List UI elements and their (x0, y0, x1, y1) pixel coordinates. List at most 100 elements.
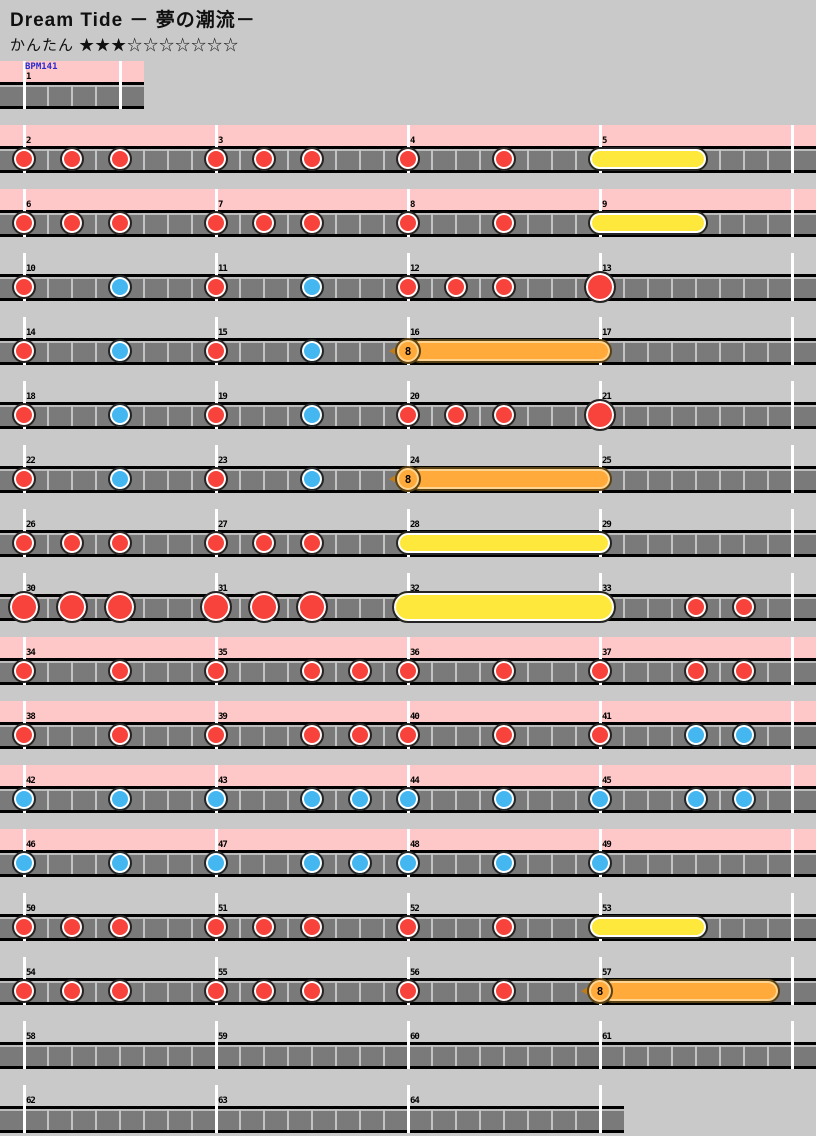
don-note (12, 979, 36, 1003)
measure-number: 24 (410, 456, 420, 466)
beat-divider (239, 469, 241, 490)
beat-divider (167, 149, 169, 170)
beat-divider (671, 341, 673, 362)
beat-divider (359, 277, 361, 298)
beat-divider (191, 149, 193, 170)
measure-number: 14 (26, 328, 36, 338)
ka-note (108, 403, 132, 427)
beat-divider (695, 469, 697, 490)
beat-divider (359, 981, 361, 1002)
beat-divider (383, 917, 385, 938)
measure-number: 5 (602, 136, 608, 146)
chart-row: 6 7 8 9 (0, 189, 816, 237)
beat-divider (623, 725, 625, 746)
measure-end-line (791, 253, 794, 301)
chart-row: 46 47 48 49 (0, 829, 816, 877)
don-note (252, 531, 276, 555)
don-note (492, 275, 516, 299)
beat-divider (431, 789, 433, 810)
beat-divider (143, 981, 145, 1002)
don-note (108, 723, 132, 747)
chart-row: 2 3 4 5 (0, 125, 816, 173)
beat-divider (47, 1045, 49, 1066)
big-don-note (584, 399, 616, 431)
beat-divider (287, 1109, 289, 1130)
ka-note (300, 787, 324, 811)
measure-number: 16 (410, 328, 420, 338)
beat-divider (767, 533, 769, 554)
beat-divider (95, 405, 97, 426)
beat-divider (95, 213, 97, 234)
beat-divider (335, 725, 337, 746)
beat-divider (455, 149, 457, 170)
measure-line (23, 1085, 26, 1133)
don-note (252, 211, 276, 235)
ka-note (300, 275, 324, 299)
ka-note (300, 403, 324, 427)
beat-divider (335, 533, 337, 554)
measure-number: 52 (410, 904, 420, 914)
big-don-note (248, 591, 280, 623)
ka-note (684, 787, 708, 811)
measure-number: 59 (218, 1032, 228, 1042)
don-note (12, 531, 36, 555)
beat-divider (143, 149, 145, 170)
measure-line (23, 61, 26, 109)
beat-divider (431, 1045, 433, 1066)
beat-divider (167, 917, 169, 938)
don-note (492, 403, 516, 427)
don-note (444, 403, 468, 427)
don-note (684, 595, 708, 619)
beat-divider (431, 149, 433, 170)
beat-divider (191, 725, 193, 746)
don-note (204, 659, 228, 683)
beat-divider (623, 341, 625, 362)
balloon-note-tail (408, 339, 612, 363)
measure-number: 33 (602, 584, 612, 594)
beat-divider (95, 341, 97, 362)
beat-divider (239, 853, 241, 874)
beat-divider (647, 405, 649, 426)
ka-note (588, 851, 612, 875)
beat-divider (335, 405, 337, 426)
beat-divider (47, 661, 49, 682)
beat-divider (647, 533, 649, 554)
beat-divider (479, 213, 481, 234)
measure-end-line (791, 1021, 794, 1069)
beat-divider (575, 725, 577, 746)
balloon-tip (389, 346, 398, 356)
beat-divider (719, 597, 721, 618)
ka-note (204, 851, 228, 875)
beat-divider (767, 725, 769, 746)
balloon-note-head: 8 (395, 338, 421, 364)
measure-line (407, 1021, 410, 1069)
don-note (396, 403, 420, 427)
beat-divider (335, 917, 337, 938)
beat-divider (359, 469, 361, 490)
beat-divider (47, 1109, 49, 1130)
chart-row: 34 35 36 37 (0, 637, 816, 685)
beat-divider (575, 1045, 577, 1066)
beat-divider (167, 725, 169, 746)
don-note (492, 979, 516, 1003)
beat-divider (623, 469, 625, 490)
beat-divider (551, 1045, 553, 1066)
beat-divider (143, 405, 145, 426)
difficulty-rating: かんたん ★★★☆☆☆☆☆☆☆ (10, 37, 240, 54)
measure-number: 58 (26, 1032, 36, 1042)
beat-divider (479, 853, 481, 874)
beat-divider (527, 853, 529, 874)
beat-divider (719, 149, 721, 170)
beat-divider (431, 725, 433, 746)
measure-number: 1 (26, 72, 32, 82)
beat-divider (671, 277, 673, 298)
measure-number: 61 (602, 1032, 612, 1042)
beat-divider (479, 789, 481, 810)
don-note (396, 659, 420, 683)
beat-divider (431, 277, 433, 298)
beat-divider (551, 213, 553, 234)
beat-divider (671, 789, 673, 810)
beat-divider (263, 469, 265, 490)
beat-divider (479, 1045, 481, 1066)
beat-divider (167, 1109, 169, 1130)
